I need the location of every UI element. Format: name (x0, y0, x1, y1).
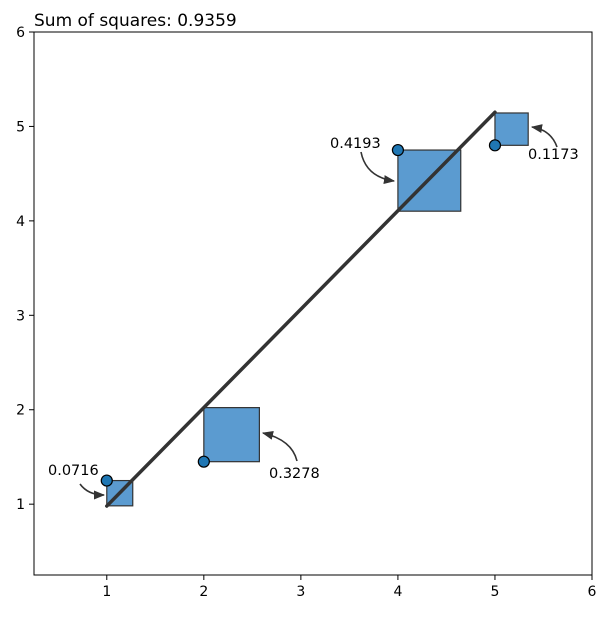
x-tick-label-2: 2 (199, 584, 208, 600)
y-tick-label-6: 6 (16, 25, 25, 41)
square-value-label-2: 0.3278 (269, 466, 320, 482)
annotation-arrow-4 (530, 124, 558, 148)
plot-area: 1 2 3 4 5 6 1 2 3 4 5 6 0.0716 0.3278 0.4193 0.1173 (16, 25, 596, 600)
y-tick-label-4: 4 (16, 214, 25, 230)
x-tick-label-4: 4 (393, 584, 402, 600)
annotation-arrow-1 (79, 483, 106, 500)
y-tick-label-5: 5 (16, 119, 25, 135)
residual-square-2 (203, 407, 260, 463)
axes-frame (33, 31, 593, 576)
regression-line (105, 110, 497, 508)
data-point-3 (391, 143, 405, 157)
x-tick-label-5: 5 (490, 584, 499, 600)
annotation-arrow-3 (360, 151, 396, 185)
y-tick-label-1: 1 (16, 497, 25, 513)
x-tick-label-6: 6 (588, 584, 597, 600)
data-point-2 (197, 455, 210, 468)
data-point-1 (100, 474, 113, 487)
square-value-label-1: 0.0716 (48, 463, 99, 479)
data-point-4 (488, 139, 502, 152)
x-tick-label-3: 3 (296, 584, 305, 600)
y-tick-label-3: 3 (16, 308, 25, 324)
square-value-label-4: 0.1173 (528, 147, 579, 163)
y-tick-label-2: 2 (16, 403, 25, 419)
square-value-label-3: 0.4193 (330, 136, 381, 152)
chart-title: Sum of squares: 0.9359 (34, 11, 237, 31)
x-tick-label-1: 1 (102, 584, 111, 600)
annotation-arrow-2 (261, 431, 298, 462)
residual-square-4 (494, 112, 529, 146)
